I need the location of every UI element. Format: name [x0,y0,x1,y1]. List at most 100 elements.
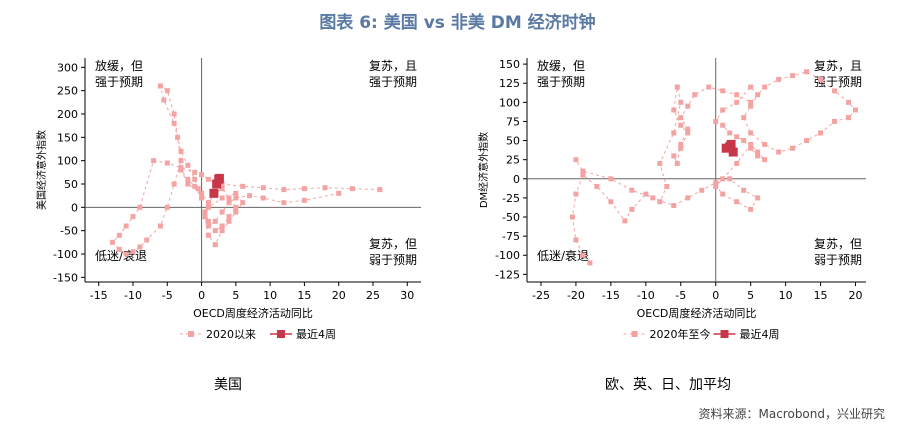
y-tick-label: -50 [502,211,520,224]
quadrant-label-bottom-right: 复苏，但 [369,237,417,251]
x-tick-label: 30 [400,289,414,302]
legend-history-marker [631,331,638,337]
y-tick-label: 150 [499,58,520,71]
data-point [205,176,211,182]
series-line-0 [111,84,380,255]
data-point [818,76,824,82]
quadrant-label-bottom-right: 弱于预期 [369,253,417,267]
data-point [755,153,761,159]
x-tick-label: -25 [532,289,550,302]
data-point [580,168,586,174]
data-point [587,260,593,266]
data-point [776,76,782,82]
data-point [664,183,670,189]
data-point [171,181,177,187]
data-point [209,188,219,198]
data-point [322,185,328,191]
data-point [741,115,747,121]
data-point [720,88,726,94]
data-point [678,115,684,121]
data-point [185,176,191,182]
data-point [260,185,266,191]
data-point [192,169,198,175]
data-point [734,161,740,167]
data-point [240,183,246,189]
data-point [671,153,677,159]
data-point [233,209,239,215]
data-point [123,251,129,257]
x-tick-label: -15 [90,289,108,302]
y-axis-label: DM经济意外指数 [477,132,490,208]
data-point [846,99,852,105]
data-point [301,197,307,203]
data-point [755,195,761,201]
data-point [171,120,177,126]
data-point [157,83,163,89]
data-point [734,134,740,140]
data-point [161,97,167,103]
data-point [573,191,579,197]
x-tick-label: 20 [849,289,863,302]
y-tick-label: -100 [495,249,520,262]
y-tick-label: -75 [502,230,520,243]
data-point [240,200,246,206]
data-point [734,199,740,205]
data-point [226,200,232,206]
data-point [622,218,628,224]
data-point [233,195,239,201]
data-point [185,181,191,187]
data-point [178,158,184,164]
quadrant-label-top-left: 放缓，但 [95,58,143,73]
data-point [212,218,218,224]
data-point [580,172,586,178]
y-tick-label: 150 [57,131,78,144]
data-point [247,193,253,199]
data-point [678,122,684,128]
y-tick-label: 25 [506,154,520,167]
y-tick-label: 125 [499,77,520,90]
series-line-0 [571,71,857,264]
data-point [643,191,649,197]
data-point [832,118,838,124]
data-point [109,239,115,245]
quadrant-label-bottom-right: 弱于预期 [814,253,862,267]
data-point [741,138,747,144]
y-tick-label: -150 [53,271,78,284]
data-point [594,183,600,189]
data-point [144,237,150,243]
data-point [202,214,208,220]
data-point [678,141,684,147]
data-point [629,187,635,193]
data-point [301,186,307,192]
data-point [790,145,796,151]
data-point [674,84,680,90]
y-tick-label: 75 [506,115,520,128]
x-tick-label: 15 [814,289,828,302]
data-point [219,228,225,234]
data-point [226,214,232,220]
data-point [377,187,383,193]
data-point [123,223,129,229]
data-point [212,242,218,248]
data-point [629,206,635,212]
data-point [192,176,198,182]
data-point [706,84,712,90]
data-point [205,232,211,238]
data-point [846,115,852,121]
data-point [657,199,663,205]
legend-history-marker [188,331,194,337]
data-point [671,130,677,136]
figure-title: 图表 6: 美国 vs 非美 DM 经济时钟 [319,13,596,33]
data-point [205,200,211,206]
data-point [219,223,225,229]
data-point [164,88,170,94]
data-point [212,179,222,189]
x-tick-label: -5 [162,289,173,302]
quadrant-label-top-left: 强于预期 [95,75,143,89]
data-point [608,199,614,205]
y-tick-label: 300 [57,61,78,74]
data-point [720,176,726,182]
data-point [260,195,266,201]
quadrant-label-top-right: 复苏，且 [369,59,417,73]
